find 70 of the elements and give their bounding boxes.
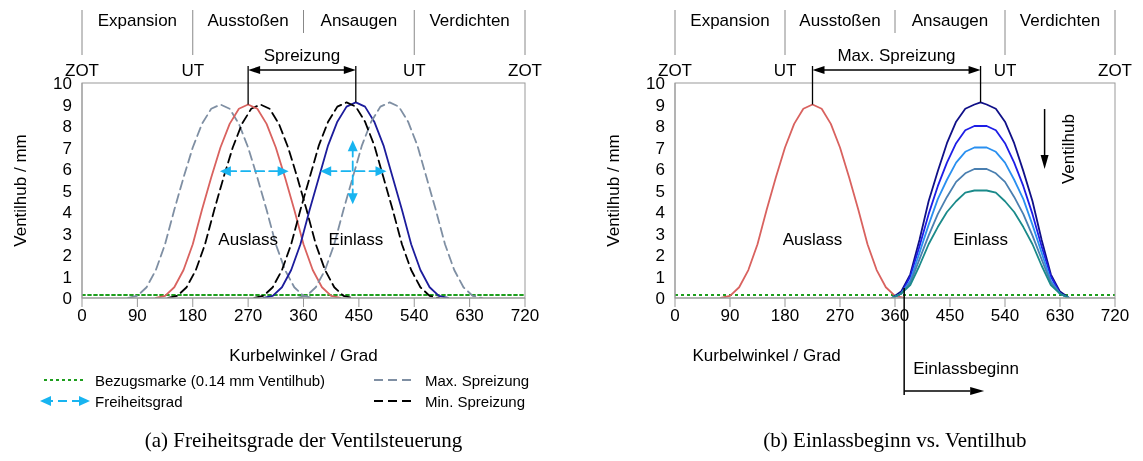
annotation: Einlass (328, 229, 384, 249)
x-tick-label: 450 (344, 306, 374, 326)
text: Verdichten (429, 11, 510, 30)
y-axis-title: Ventilhub / mm (10, 134, 30, 247)
text: Expansion (690, 11, 770, 30)
x-tick-label: 360 (289, 306, 318, 326)
x-axis-title: Kurbelwinkel / Grad (692, 346, 841, 365)
text: UT (773, 61, 797, 80)
x-tick-label: 270 (233, 306, 263, 326)
text: (a) Freiheitsgrade der Ventilsteuerung (144, 428, 463, 452)
y-tick-label: 1 (655, 267, 665, 287)
legend-label: Bezugsmarke (0.14 mm Ventilhub) (95, 371, 326, 389)
y-tick-label: 9 (655, 95, 665, 115)
legend-label: Max. Spreizung (425, 371, 530, 389)
y-tick-label: 8 (655, 117, 665, 137)
y-tick-label: 6 (655, 160, 665, 180)
annotation: Auslass (218, 230, 278, 250)
ref-line-label: Einlassbeginn (913, 359, 1020, 378)
text: UT (181, 61, 205, 80)
text: ZOT (508, 61, 542, 80)
y-tick-label: 2 (655, 246, 665, 266)
line-series (891, 189, 1071, 298)
text: Ansaugen (911, 11, 989, 30)
y-tick-label: 7 (655, 138, 665, 158)
text: Ausstoßen (207, 11, 289, 30)
annotation: Auslass (782, 230, 843, 250)
y-tick-label: 4 (655, 203, 665, 223)
y-tick-label: 8 (62, 117, 72, 137)
legend-label: Freiheitsgrad (95, 392, 183, 410)
y-axis-title: Ventilhub / mm (603, 134, 623, 247)
x-tick-label: 540 (400, 306, 429, 326)
x-tick-label: 540 (990, 306, 1020, 326)
x-tick-label: 90 (720, 306, 740, 326)
x-tick-label: 90 (127, 306, 147, 326)
x-tick-label: 180 (770, 306, 800, 326)
y-tick-label: 6 (62, 160, 72, 180)
text: UT (993, 61, 1017, 80)
annotation: Einlass (953, 229, 1008, 249)
y-tick-label: 5 (62, 181, 72, 201)
y-tick-label: 0 (655, 289, 665, 309)
y-tick-label: 2 (62, 246, 72, 266)
annotation: Ventilhub (1059, 114, 1079, 185)
text: Verdichten (1019, 11, 1101, 30)
y-tick-label: 4 (62, 203, 72, 223)
x-tick-label: 630 (1045, 306, 1075, 326)
text: Ausstoßen (799, 11, 881, 30)
y-tick-label: 5 (655, 181, 665, 201)
x-tick-label: 720 (1100, 306, 1130, 326)
x-tick-label: 0 (670, 306, 680, 326)
y-tick-label: 3 (655, 224, 665, 244)
y-tick-label: 9 (62, 95, 72, 115)
y-tick-label: 0 (62, 289, 72, 309)
text: Ansaugen (320, 11, 398, 30)
text: Expansion (97, 11, 178, 30)
text: UT (402, 61, 426, 80)
annotation: Spreizung (263, 46, 341, 65)
x-tick-label: 720 (510, 306, 540, 326)
legend-label: Min. Spreizung (425, 392, 526, 410)
x-tick-label: 450 (935, 306, 965, 326)
text: (b) Einlassbeginn vs. Ventilhub (763, 428, 1027, 452)
y-tick-label: 1 (62, 267, 72, 287)
y-tick-label: 3 (62, 224, 72, 244)
text: ZOT (1098, 61, 1132, 80)
y-tick-label: 7 (62, 138, 72, 158)
x-tick-label: 180 (178, 306, 207, 326)
annotation: Max. Spreizung (837, 46, 956, 65)
x-tick-label: 0 (77, 306, 87, 326)
x-axis-title: Kurbelwinkel / Grad (229, 346, 378, 365)
x-tick-label: 270 (825, 306, 855, 326)
x-tick-label: 630 (455, 306, 484, 326)
